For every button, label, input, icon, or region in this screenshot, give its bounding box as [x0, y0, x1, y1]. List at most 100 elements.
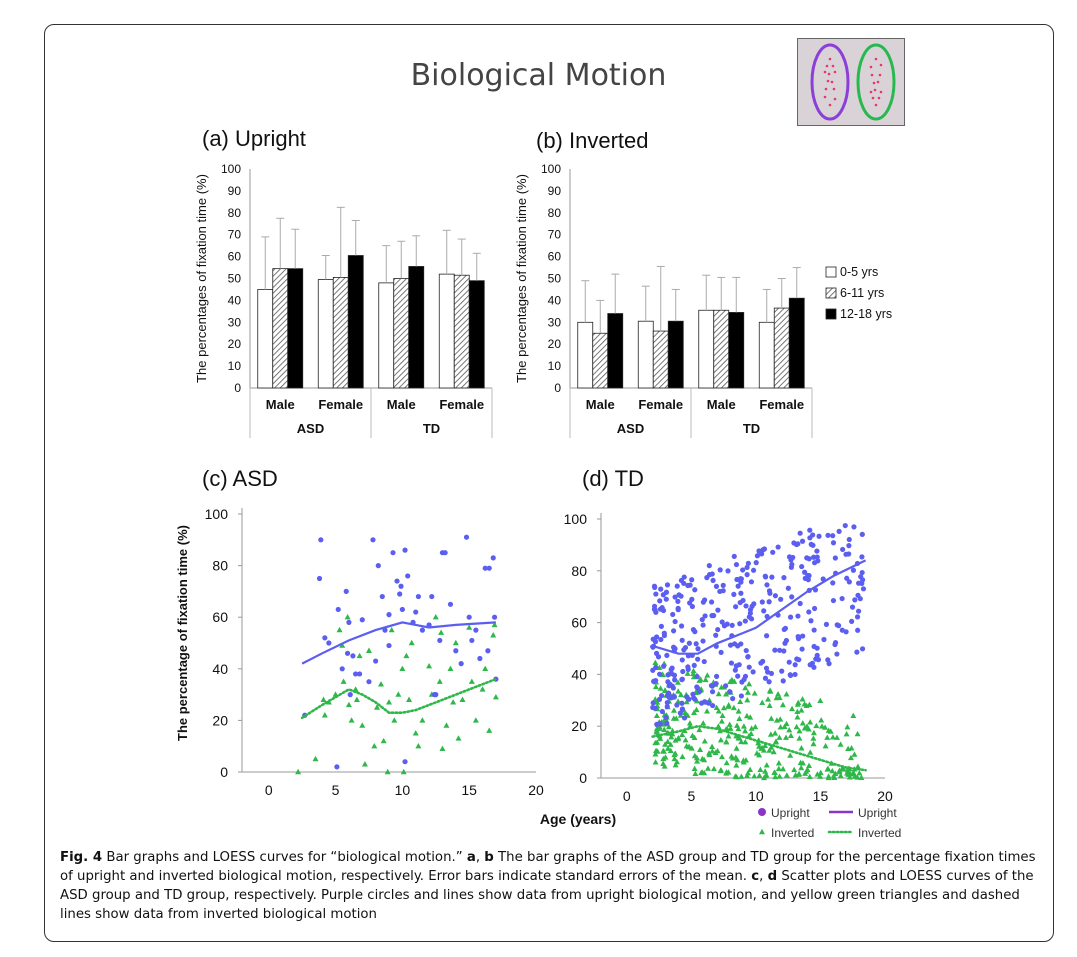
asd-inverted-point — [486, 727, 493, 733]
td-upright-point — [681, 647, 687, 653]
td-upright-point — [708, 682, 715, 689]
asd-ytick-label: 20 — [212, 712, 228, 728]
td-inverted-point — [672, 737, 679, 743]
td-upright-point — [856, 580, 862, 586]
asd-inverted-point — [388, 626, 395, 633]
upright-bar — [287, 268, 304, 389]
td-ytick-label: 20 — [571, 718, 587, 734]
td-upright-point — [825, 532, 831, 538]
td-upright-point — [795, 541, 801, 547]
td-inverted-point — [661, 763, 668, 769]
td-upright-point — [657, 721, 663, 727]
caption-b: b — [484, 850, 494, 865]
panel-b-title: (b) Inverted — [536, 128, 649, 153]
td-inverted-point — [740, 759, 747, 765]
inverted-ytick-label: 80 — [548, 206, 562, 220]
td-inverted-point — [652, 683, 659, 690]
td-upright-point — [667, 681, 673, 687]
td-inverted-point — [691, 765, 698, 771]
td-upright-point — [674, 702, 680, 708]
td-inverted-point — [657, 735, 664, 741]
td-upright-point — [811, 554, 817, 560]
td-inverted-point — [661, 726, 668, 732]
asd-xtick-label: 20 — [528, 782, 544, 798]
td-upright-point — [792, 671, 798, 678]
td-upright-point — [779, 668, 785, 674]
asd-upright-point — [405, 573, 411, 579]
td-inverted-point — [697, 746, 704, 752]
td-upright-point — [677, 710, 683, 716]
td-inverted-point — [819, 723, 826, 729]
inverted-group-label: TD — [743, 421, 760, 436]
td-upright-point — [695, 656, 701, 662]
td-xtick-label: 0 — [623, 788, 631, 804]
inverted-bar — [592, 332, 609, 389]
td-upright-point — [658, 692, 665, 699]
legend-inverted-point-label: Inverted — [771, 826, 814, 840]
legend-upright-point-label: Upright — [771, 806, 810, 820]
td-inverted-point — [675, 688, 682, 694]
td-inverted-point — [810, 729, 817, 736]
td-upright-point — [663, 715, 669, 721]
td-inverted-point — [817, 769, 824, 776]
td-inverted-point — [728, 753, 735, 759]
asd-upright-point — [463, 534, 470, 540]
td-upright-point — [852, 597, 858, 603]
td-upright-point — [679, 706, 685, 712]
td-inverted-point — [691, 709, 698, 716]
upright-bar — [408, 266, 425, 389]
td-inverted-point — [806, 701, 813, 708]
td-inverted-point — [690, 667, 697, 674]
legend-upright-line-label: Upright — [858, 806, 897, 820]
scatter-chart-td: 0 20 40 60 80 100 0 5 10 15 20 Age (years) — [540, 511, 893, 827]
td-upright-point — [781, 626, 787, 633]
td-xtick-label: 5 — [687, 788, 695, 804]
inverted-category-label: Female — [759, 397, 804, 412]
td-inverted-point — [776, 773, 783, 779]
td-upright-point — [728, 660, 735, 666]
inverted-bar — [728, 312, 745, 389]
td-upright-point — [675, 598, 681, 604]
td-inverted-point — [836, 769, 843, 775]
upright-bar — [272, 268, 289, 389]
td-upright-point — [843, 551, 849, 557]
td-upright-point — [797, 530, 803, 536]
td-upright-point — [756, 548, 762, 554]
td-upright-point — [701, 658, 707, 665]
td-inverted-point — [693, 697, 700, 704]
td-inverted-point — [718, 718, 725, 724]
td-inverted-point — [791, 766, 798, 773]
td-upright-point — [664, 703, 670, 710]
asd-inverted-point — [432, 614, 439, 620]
td-inverted-point — [777, 716, 784, 722]
asd-inverted-point — [380, 737, 387, 744]
asd-upright-point — [458, 661, 464, 667]
td-inverted-point — [775, 690, 782, 697]
asd-inverted-point — [356, 652, 363, 659]
td-inverted-point — [704, 708, 711, 714]
td-upright-point — [814, 548, 820, 554]
td-upright-point — [797, 600, 803, 607]
td-upright-point — [733, 561, 740, 568]
inverted-bar — [607, 313, 624, 389]
td-upright-point — [770, 549, 776, 555]
td-upright-point — [766, 679, 772, 685]
td-upright-point — [851, 524, 857, 530]
td-upright-point — [721, 623, 727, 629]
td-upright-point — [710, 702, 716, 709]
td-inverted-point — [845, 745, 852, 752]
inverted-bar — [713, 309, 730, 389]
td-inverted-point — [768, 715, 775, 721]
td-inverted-point — [744, 689, 751, 695]
td-inverted-point — [849, 771, 856, 777]
td-inverted-point — [847, 754, 854, 761]
td-inverted-point — [742, 684, 749, 691]
td-upright-point — [745, 654, 751, 660]
td-upright-point — [658, 623, 664, 629]
legend-swatch — [825, 308, 837, 320]
td-inverted-point — [767, 688, 774, 694]
td-inverted-point — [725, 733, 732, 739]
td-inverted-point — [856, 769, 863, 776]
td-inverted-point — [737, 698, 744, 705]
td-inverted-point — [799, 720, 806, 726]
